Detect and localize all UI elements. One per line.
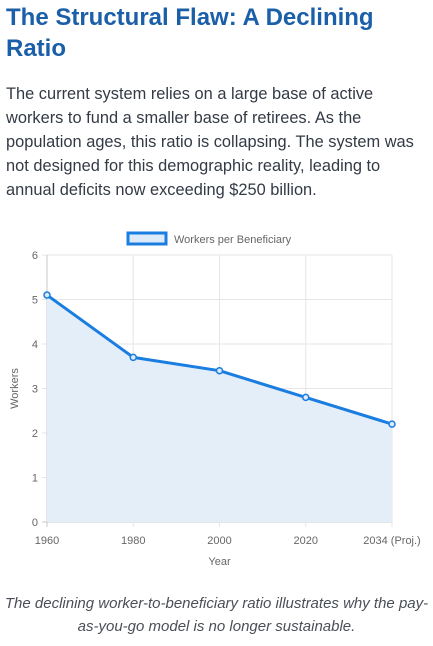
- worker-ratio-chart: Workers per Beneficiary 0 1 2 3 4 5 6 1960 1980…: [9, 231, 421, 568]
- x-tick-label: 2020: [294, 535, 318, 547]
- x-tick-label: 2034 (Proj.): [363, 535, 420, 547]
- y-tick-label: 3: [32, 384, 38, 396]
- y-axis-title: Workers: [9, 368, 21, 409]
- axis-titles: Year Workers: [9, 368, 231, 568]
- chart-container: Workers per Beneficiary 0 1 2 3 4 5 6 1960 1980…: [0, 222, 433, 580]
- x-axis: 1960 1980 2000 2020 2034 (Proj.): [35, 535, 421, 547]
- data-point: [43, 291, 51, 299]
- y-tick-label: 0: [32, 517, 38, 529]
- x-tick-label: 1980: [121, 535, 145, 547]
- legend-swatch: [126, 231, 168, 246]
- section-title: The Structural Flaw: A Declining Ratio: [6, 4, 374, 62]
- chart-caption: The declining worker-to-beneficiary rati…: [4, 595, 429, 635]
- y-tick-label: 5: [32, 295, 38, 307]
- y-tick-label: 6: [32, 250, 38, 262]
- legend-label: Workers per Beneficiary: [174, 234, 292, 246]
- data-point: [215, 366, 224, 375]
- series-area: [47, 295, 392, 522]
- y-tick-label: 2: [32, 428, 38, 440]
- x-axis-title: Year: [208, 556, 231, 568]
- y-tick-label: 1: [32, 473, 38, 485]
- x-tick-label: 1960: [35, 535, 59, 547]
- data-point: [388, 420, 396, 428]
- x-tick-label: 2000: [207, 535, 231, 547]
- chart-area-fill: [47, 295, 392, 522]
- chart-legend[interactable]: Workers per Beneficiary: [126, 231, 292, 246]
- data-point: [129, 353, 137, 362]
- data-point: [302, 393, 310, 402]
- y-axis: 0 1 2 3 4 5 6: [32, 250, 38, 529]
- chart-points: [43, 291, 396, 428]
- y-tick-label: 4: [32, 339, 38, 351]
- intro-paragraph: The current system relies on a large bas…: [6, 85, 414, 199]
